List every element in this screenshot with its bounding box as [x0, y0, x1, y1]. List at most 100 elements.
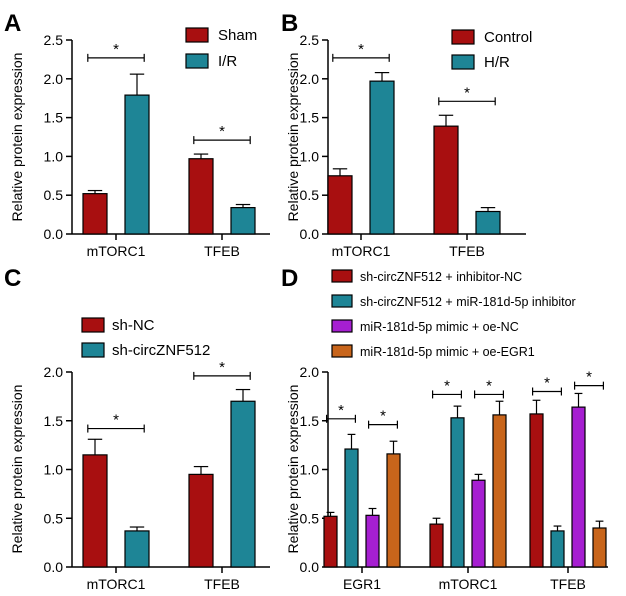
bar	[230, 400, 256, 568]
y-tick-label: 1.0	[44, 462, 64, 478]
bar	[492, 414, 507, 568]
y-tick-label: 1.0	[44, 148, 64, 164]
significance-star: *	[544, 375, 550, 392]
bar	[82, 193, 108, 235]
x-tick-label: mTORC1	[87, 243, 146, 259]
panel-label-a: A	[4, 10, 21, 37]
bar	[124, 94, 150, 235]
bar	[344, 448, 359, 568]
panel-label-b: B	[281, 10, 298, 37]
y-tick-label: 1.0	[300, 148, 320, 164]
legend-swatch	[185, 27, 209, 43]
y-tick-label: 2.0	[44, 71, 64, 87]
legend-swatch	[81, 317, 105, 333]
y-tick-label: 0.0	[44, 226, 64, 242]
legend-label: miR-181d-5p mimic + oe-EGR1	[360, 345, 535, 359]
y-tick-label: 0.5	[44, 187, 64, 203]
x-tick-label: EGR1	[343, 576, 381, 592]
legend-label: Control	[484, 29, 532, 46]
significance-star: *	[586, 369, 592, 386]
x-tick-label: TFEB	[204, 576, 240, 592]
legend-swatch	[331, 269, 353, 283]
significance-star: *	[219, 123, 225, 140]
bar	[433, 125, 459, 235]
legend-label: Sham	[218, 27, 257, 44]
panel-label-c: C	[4, 265, 21, 292]
y-tick-label: 2.0	[300, 71, 320, 87]
bar	[323, 515, 338, 568]
x-tick-label: TFEB	[550, 576, 586, 592]
bar	[471, 479, 486, 568]
y-tick-label: 0.0	[300, 226, 320, 242]
y-tick-label: 0.5	[300, 187, 320, 203]
y-axis-label: Relative protein expression	[285, 385, 301, 554]
legend-label: miR-181d-5p mimic + oe-NC	[360, 320, 519, 334]
bar	[230, 207, 256, 235]
significance-star: *	[219, 359, 225, 376]
legend-label: I/R	[218, 53, 237, 70]
significance-star: *	[464, 84, 470, 101]
bar	[450, 417, 465, 568]
bar	[386, 453, 401, 568]
bar	[124, 530, 150, 568]
y-tick-label: 2.5	[300, 32, 320, 48]
bar	[571, 406, 586, 568]
significance-star: *	[113, 41, 119, 58]
legend-swatch	[451, 54, 475, 70]
significance-star: *	[358, 41, 364, 58]
x-tick-label: mTORC1	[439, 576, 498, 592]
bar	[592, 527, 607, 568]
chart-panel-c: 0.0 0.5 1.0 1.5 2.0 Relative protein expressi…	[9, 317, 270, 592]
bar	[327, 175, 353, 235]
legend-label: sh-circZNF512 + inhibitor-NC	[360, 270, 522, 284]
legend-label: sh-circZNF512 + miR-181d-5p inhibitor	[360, 295, 576, 309]
y-tick-label: 0.5	[300, 510, 320, 526]
significance-star: *	[486, 377, 492, 394]
y-tick-label: 0.0	[300, 559, 320, 575]
bar	[369, 80, 395, 235]
panel-label-d: D	[281, 265, 298, 292]
y-axis-label: Relative protein expression	[285, 53, 301, 222]
significance-star: *	[380, 408, 386, 425]
bar	[188, 473, 214, 568]
bar	[529, 413, 544, 568]
charts-layer: 0.0 0.5 1.0 1.5 2.0 2.5 Relative protein expre…	[9, 27, 608, 592]
legend-label: H/R	[484, 54, 510, 71]
bar	[188, 158, 214, 235]
legend-swatch	[331, 294, 353, 308]
y-tick-label: 2.0	[300, 364, 320, 380]
x-tick-label: TFEB	[449, 243, 485, 259]
y-tick-label: 1.0	[300, 462, 320, 478]
x-tick-label: mTORC1	[332, 243, 391, 259]
bar	[550, 530, 565, 568]
bar	[475, 210, 501, 235]
chart-panel-a: 0.0 0.5 1.0 1.5 2.0 2.5 Relative protein expre…	[9, 27, 270, 259]
y-tick-label: 1.5	[300, 110, 320, 126]
chart-panel-b: 0.0 0.5 1.0 1.5 2.0 2.5 Relative protein expre…	[285, 29, 532, 259]
y-tick-label: 2.5	[44, 32, 64, 48]
legend-swatch	[331, 319, 353, 333]
y-axis-label: Relative protein expression	[9, 385, 25, 554]
legend-swatch	[81, 342, 105, 358]
bar	[365, 514, 380, 568]
legend-swatch	[331, 344, 353, 358]
y-axis-label: Relative protein expression	[9, 53, 25, 222]
legend-swatch	[185, 53, 209, 69]
y-tick-label: 0.5	[44, 510, 64, 526]
y-tick-label: 0.0	[44, 559, 64, 575]
y-tick-label: 2.0	[44, 364, 64, 380]
significance-star: *	[444, 377, 450, 394]
bar	[429, 523, 444, 568]
y-tick-label: 1.5	[300, 413, 320, 429]
chart-panel-d: 0.0 0.5 1.0 1.5 2.0 Relative protein expressi…	[285, 269, 608, 592]
x-tick-label: TFEB	[204, 243, 240, 259]
legend-label: sh-NC	[112, 317, 155, 334]
significance-star: *	[338, 402, 344, 419]
legend-label: sh-circZNF512	[112, 342, 210, 359]
y-tick-label: 1.5	[44, 110, 64, 126]
legend-swatch	[451, 29, 475, 45]
x-tick-label: mTORC1	[87, 576, 146, 592]
bar	[82, 454, 108, 568]
y-tick-label: 1.5	[44, 413, 64, 429]
